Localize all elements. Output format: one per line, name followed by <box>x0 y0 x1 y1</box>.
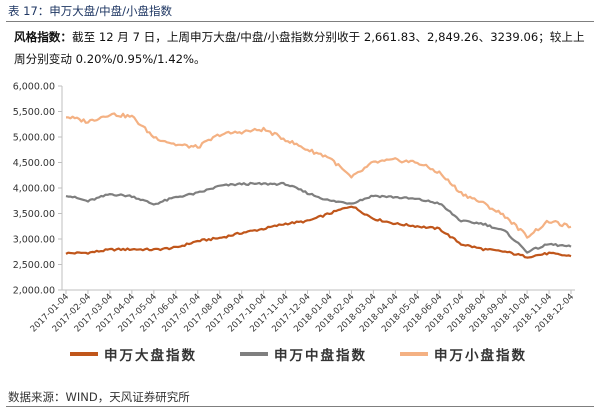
legend-swatch-large-cap <box>70 352 98 356</box>
summary-lead: 风格指数： <box>14 30 72 44</box>
y-tick-label: 2,500.00 <box>13 260 55 271</box>
legend-item-large-cap: 申万大盘指数 <box>70 344 197 364</box>
x-axis: 2017-01-042017-02-042017-03-042017-04-04… <box>29 289 576 334</box>
legend-swatch-small-cap <box>400 352 428 356</box>
legend-item-small-cap: 申万小盘指数 <box>400 344 527 364</box>
y-tick-label: 3,000.00 <box>13 235 55 246</box>
y-tick-label: 4,000.00 <box>13 184 55 195</box>
series-lines <box>65 112 572 259</box>
y-tick-label: 6,000.00 <box>13 82 55 93</box>
chart-area: 6,000.00 5,500.00 5,000.00 4,500.00 4,000.00… <box>0 72 600 372</box>
legend-item-mid-cap: 申万中盘指数 <box>240 344 367 364</box>
series-line-3 <box>66 112 572 239</box>
y-tick-label: 3,500.00 <box>13 209 55 220</box>
data-source: 数据来源：WIND，天风证券研究所 <box>8 390 190 404</box>
top-rule <box>6 21 594 22</box>
legend-label-small-cap: 申万小盘指数 <box>434 348 527 364</box>
y-tick-label: 5,500.00 <box>13 107 55 118</box>
bottom-rule <box>6 406 594 407</box>
figure-caption: 表 17：申万大盘/中盘/小盘指数 <box>8 4 173 18</box>
summary-text: 截至 12 月 7 日，上周申万大盘/中盘/小盘指数分别收于 2,661.83、… <box>14 30 585 66</box>
y-axis: 6,000.00 5,500.00 5,000.00 4,500.00 4,000.00… <box>13 82 63 297</box>
series-line-1 <box>65 205 572 259</box>
series-line-2 <box>65 181 572 254</box>
chart-legend: 申万大盘指数 申万中盘指数 申万小盘指数 <box>0 340 600 366</box>
legend-label-large-cap: 申万大盘指数 <box>104 348 197 364</box>
line-chart: 6,000.00 5,500.00 5,000.00 4,500.00 4,000.00… <box>13 82 576 335</box>
legend-swatch-mid-cap <box>240 352 268 356</box>
summary-paragraph: 风格指数：截至 12 月 7 日，上周申万大盘/中盘/小盘指数分别收于 2,66… <box>14 26 590 70</box>
legend-label-mid-cap: 申万中盘指数 <box>274 348 367 364</box>
y-tick-label: 4,500.00 <box>13 158 55 169</box>
y-tick-label: 2,000.00 <box>13 286 55 297</box>
y-tick-label: 5,000.00 <box>13 133 55 144</box>
